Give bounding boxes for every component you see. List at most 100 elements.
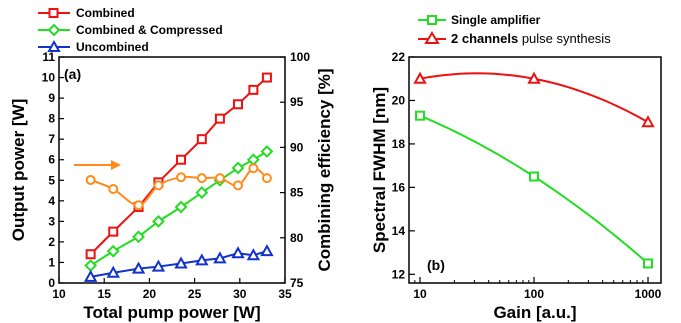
x-tick-label-a: 35 <box>278 287 292 301</box>
y2-tick-label-a: 80 <box>290 231 304 245</box>
y-tick-label-a: 9 <box>48 91 55 105</box>
y-tick-label-b: 14 <box>392 224 406 238</box>
panel-label-b: (b) <box>427 257 445 273</box>
series-line-combined <box>89 76 268 255</box>
data-point-combined <box>108 226 119 237</box>
legend-a-marker-uncombined <box>47 39 61 52</box>
series-line-combined-compressed <box>90 150 268 267</box>
x-tick-label-a: 10 <box>52 287 66 301</box>
y-axis-label-a: Output power [W] <box>9 99 28 242</box>
x-tick-label-b: 1000 <box>635 287 662 301</box>
y-tick-label-b: 20 <box>392 93 406 107</box>
y2-axis-label-a: Combining efficiency [%] <box>315 68 334 271</box>
x-tick-label-a: 20 <box>143 287 157 301</box>
x-tick-label-a: 25 <box>188 287 202 301</box>
series-line-single-amplifier <box>419 114 649 265</box>
y-tick-label-a: 11 <box>42 50 55 64</box>
y-tick-label-a: 0 <box>48 276 55 290</box>
data-point-efficiency <box>85 174 96 185</box>
y-tick-label-a: 10 <box>42 71 56 85</box>
data-point-uncombined <box>195 253 209 266</box>
y-tick-label-a: 6 <box>48 153 55 167</box>
y-axis-label-b: Spectral FWHM [nm] <box>370 87 389 253</box>
x-tick-label-b: 100 <box>524 287 544 301</box>
legend-a-item-combined: Combined <box>38 6 135 20</box>
data-point-efficiency <box>261 173 272 184</box>
chart-panel-a: Combined Combined & Compressed Uncombine… <box>9 6 334 322</box>
data-point-combined <box>176 154 187 165</box>
y-tick-label-a: 4 <box>48 194 55 208</box>
y2-tick-label-a: 85 <box>290 186 304 200</box>
data-point-uncombined <box>260 244 274 257</box>
y-tick-label-a: 7 <box>48 132 55 146</box>
y-tick-label-a: 3 <box>48 214 55 228</box>
legend-b-label-single: Single amplifier <box>451 13 541 27</box>
y2-tick-label-a: 95 <box>290 95 304 109</box>
data-point-efficiency <box>108 183 119 194</box>
legend-b-label-synthesis: 2 channels pulse synthesis <box>451 31 611 46</box>
data-point-uncombined <box>151 259 166 272</box>
data-point-efficiency <box>133 200 144 211</box>
data-point-combined-compressed <box>152 214 165 228</box>
legend-a-label-combined: Combined <box>76 6 135 20</box>
x-axis-label-b: Gain [a.u.] <box>493 303 576 322</box>
data-point-efficiency <box>196 173 207 184</box>
data-point-combined <box>214 113 225 124</box>
data-point-efficiency <box>248 163 259 174</box>
series-a <box>83 72 274 282</box>
series-line-efficiency <box>90 167 268 207</box>
legend-a-item-combined-compressed: Combined & Compressed <box>38 23 223 37</box>
data-point-2-channels-pulse-synthesis <box>641 115 655 128</box>
data-point-combined-compressed <box>106 244 120 258</box>
plot-frame-a <box>58 56 286 284</box>
legend-b-marker-synthesis <box>424 31 440 44</box>
ticks-a: 10 15 20 25 30 35 0 1 2 3 4 5 6 7 8 9 10 11 75 80 85 90 95 100 <box>42 50 311 301</box>
y2-tick-label-a: 90 <box>290 140 304 154</box>
data-point-2-channels-pulse-synthesis <box>527 71 541 84</box>
x-axis-label-a: Total pump power [W] <box>83 303 260 322</box>
y2-tick-label-a: 100 <box>290 50 310 64</box>
legend-a-label-combined-compressed: Combined & Compressed <box>76 23 223 37</box>
data-point-efficiency <box>176 172 187 183</box>
data-point-combined-compressed <box>132 230 145 244</box>
y-tick-label-b: 22 <box>392 50 406 64</box>
y-tick-label-a: 1 <box>48 255 55 269</box>
chart-panel-b: Single amplifier 2 channels pulse synthe… <box>370 13 662 322</box>
panel-label-a: (a) <box>64 66 81 82</box>
x-tick-label-a: 15 <box>98 287 112 301</box>
data-point-combined <box>261 72 272 83</box>
y-tick-label-a: 2 <box>48 235 55 249</box>
y2-tick-label-a: 75 <box>290 276 304 290</box>
series-line-uncombined <box>90 250 268 278</box>
legend-b: Single amplifier 2 channels pulse synthe… <box>418 13 611 46</box>
data-point-efficiency <box>153 180 164 191</box>
x-tick-label-a: 30 <box>233 287 247 301</box>
legend-a-marker-combined-compressed <box>47 23 61 37</box>
y-tick-label-b: 16 <box>392 180 406 194</box>
data-point-2-channels-pulse-synthesis <box>413 71 427 84</box>
data-point-uncombined <box>106 265 120 278</box>
data-point-single-amplifier <box>529 171 540 182</box>
data-point-efficiency <box>214 173 225 184</box>
plot-frame-b <box>408 56 662 284</box>
data-point-combined <box>232 99 243 110</box>
legend-a-label-uncombined: Uncombined <box>76 40 149 54</box>
data-point-single-amplifier <box>415 110 426 121</box>
data-point-combined-compressed <box>174 200 188 214</box>
legend-a-item-uncombined: Uncombined <box>38 39 149 54</box>
legend-a: Combined Combined & Compressed Uncombine… <box>38 6 223 54</box>
data-point-combined <box>85 249 96 260</box>
y-tick-label-a: 5 <box>48 173 55 187</box>
data-point-combined <box>248 84 259 95</box>
legend-a-marker-combined <box>48 8 59 18</box>
legend-b-item-single-amplifier: Single amplifier <box>418 13 541 27</box>
annotation-arrow-a <box>74 160 121 170</box>
data-point-combined-compressed <box>231 161 245 175</box>
x-tick-label-b: 10 <box>413 287 427 301</box>
y-tick-label-a: 8 <box>48 112 55 126</box>
ticks-b: 10 100 1000 12 14 16 18 20 22 <box>392 50 662 301</box>
series-b <box>413 71 655 269</box>
data-point-efficiency <box>232 180 243 191</box>
data-point-uncombined <box>246 248 261 261</box>
